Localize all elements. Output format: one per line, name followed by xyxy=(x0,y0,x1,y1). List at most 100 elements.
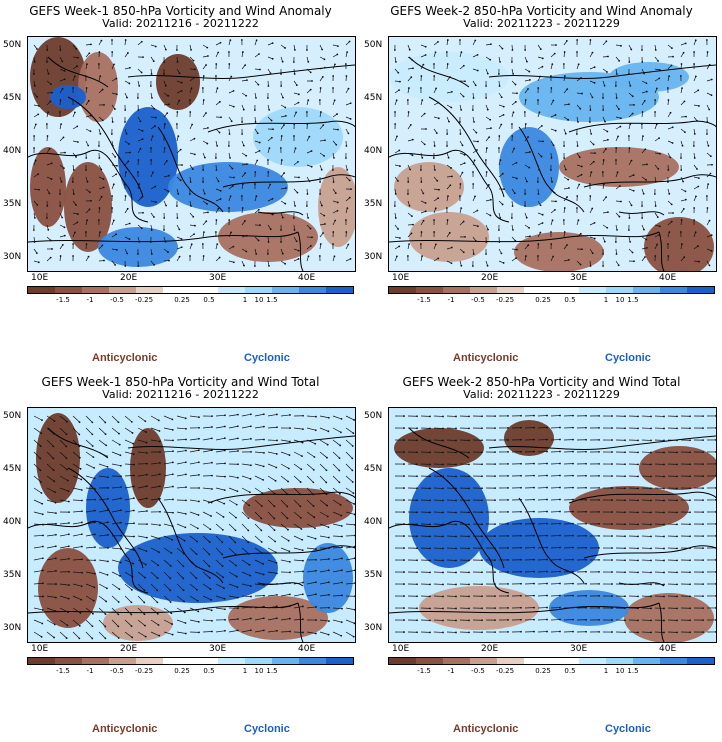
wind-vector-head xyxy=(539,48,542,51)
wind-vector-head xyxy=(46,205,49,207)
wind-vector xyxy=(241,606,252,609)
wind-vector xyxy=(150,473,160,477)
wind-vector-head xyxy=(297,93,300,96)
wind-vector-head xyxy=(416,607,418,610)
vorticity-contour-fill xyxy=(253,107,343,167)
wind-vector-head xyxy=(494,535,496,538)
wind-vector-head xyxy=(328,606,330,609)
wind-vector-head xyxy=(468,559,470,562)
wind-vector-head xyxy=(403,415,405,417)
wind-vector-head xyxy=(217,207,220,210)
wind-vector-head xyxy=(408,243,410,246)
wind-vector xyxy=(332,499,341,506)
wind-vector-head xyxy=(298,176,300,179)
wind-vector-head xyxy=(107,497,109,500)
wind-vector-head xyxy=(546,534,548,537)
wind-vector-head xyxy=(572,414,574,417)
wind-vector-head xyxy=(637,559,639,562)
wind-vector-head xyxy=(472,253,475,255)
wind-vector-head xyxy=(513,192,516,195)
wind-vector-head xyxy=(585,534,587,537)
wind-vector-head xyxy=(702,523,704,526)
wind-vector-head xyxy=(637,619,639,622)
wind-vector-head xyxy=(658,225,661,228)
wind-vector-head xyxy=(237,618,239,620)
wind-vector xyxy=(46,439,54,447)
wind-vector-head xyxy=(262,563,264,565)
wind-vector-head xyxy=(442,475,444,478)
wind-vector-head xyxy=(236,437,239,440)
wind-vector xyxy=(306,606,316,609)
wind-vector-head xyxy=(302,570,304,573)
wind-vector xyxy=(215,487,225,491)
wind-vector xyxy=(137,498,147,501)
wind-vector-head xyxy=(637,463,639,466)
wind-vector-head xyxy=(546,522,548,525)
wind-vector-head xyxy=(302,428,304,430)
wind-vector xyxy=(85,439,93,447)
wind-vector-head xyxy=(395,255,398,258)
wind-vector-head xyxy=(301,605,304,608)
wind-vector xyxy=(293,499,301,507)
wind-vector-head xyxy=(125,171,127,174)
wind-vector-head xyxy=(47,111,49,114)
wind-vector-head xyxy=(180,90,183,92)
wind-vector-head xyxy=(76,221,79,224)
wind-vector-head xyxy=(232,245,235,248)
wind-vector-head xyxy=(533,438,535,441)
colorbar-cell xyxy=(82,658,110,664)
wind-vector-head xyxy=(507,415,509,417)
wind-vector xyxy=(254,499,262,507)
wind-vector xyxy=(98,509,108,513)
wind-vector-head xyxy=(191,168,194,171)
wind-vector-head xyxy=(99,231,101,234)
wind-vector-head xyxy=(598,438,600,441)
wind-vector-head xyxy=(409,123,412,126)
wind-vector-head xyxy=(346,168,349,171)
wind-vector-head xyxy=(541,213,544,216)
wind-vector-head xyxy=(111,39,113,41)
wind-vector xyxy=(85,475,95,479)
wind-vector-head xyxy=(319,193,322,195)
wind-vector xyxy=(59,619,68,626)
wind-vector-head xyxy=(434,207,437,210)
wind-vector-head xyxy=(102,186,105,189)
wind-vector xyxy=(345,607,355,611)
wind-vector-head xyxy=(394,123,397,125)
wind-vector-head xyxy=(516,248,518,251)
wind-vector-head xyxy=(250,437,252,440)
wind-vector xyxy=(72,427,80,435)
wind-vector xyxy=(124,607,132,615)
wind-vector-head xyxy=(624,499,626,502)
wind-vector-head xyxy=(328,558,330,560)
wind-vector-head xyxy=(306,193,309,195)
wind-vector-head xyxy=(176,205,178,207)
map-panel-3: GEFS Week-1 850-hPa Vorticity and Wind T… xyxy=(0,371,361,742)
wind-vector-head xyxy=(210,515,212,517)
wind-vector-head xyxy=(598,498,600,501)
wind-vector-head xyxy=(455,475,457,478)
wind-vector-head xyxy=(267,241,270,243)
wind-vector-head xyxy=(340,569,343,572)
wind-vector-head xyxy=(47,72,50,75)
wind-vector-head xyxy=(455,499,457,502)
wind-vector-head xyxy=(183,552,185,555)
wind-vector-head xyxy=(242,144,245,147)
wind-vector-head xyxy=(286,505,289,508)
wind-vector-head xyxy=(484,159,487,161)
wind-vector-head xyxy=(54,491,56,494)
wind-vector-head xyxy=(192,215,195,218)
wind-vector-head xyxy=(169,601,172,603)
wind-vector-head xyxy=(520,558,522,561)
wind-vector-head xyxy=(271,42,274,44)
wind-vector xyxy=(98,631,106,639)
wind-vector xyxy=(254,487,263,494)
wind-vector-head xyxy=(232,185,234,187)
wind-vector-head xyxy=(637,583,639,586)
vorticity-contour-fill xyxy=(130,428,166,508)
wind-vector-head xyxy=(100,168,103,171)
wind-vector xyxy=(137,619,146,626)
wind-vector-head xyxy=(124,121,126,123)
wind-vector xyxy=(59,439,67,447)
wind-vector xyxy=(215,559,223,567)
